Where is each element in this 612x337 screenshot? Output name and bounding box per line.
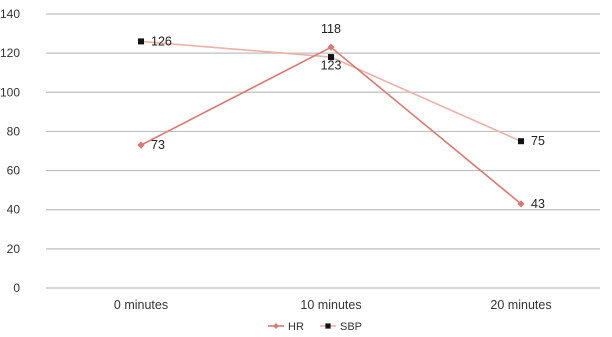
y-tick-label: 100	[0, 85, 20, 99]
point-hr	[137, 141, 145, 149]
x-category-label: 10 minutes	[300, 298, 361, 312]
data-label-hr: 43	[531, 197, 545, 211]
legend-swatch-marker	[325, 323, 331, 329]
point-sbp	[328, 54, 334, 61]
y-tick-label: 120	[0, 46, 20, 60]
x-category-label: 20 minutes	[490, 298, 551, 312]
data-label-sbp: 118	[321, 22, 341, 36]
legend-swatch-marker	[273, 323, 279, 329]
y-axis-ticks: 0 20 40 60 80 100 120 140	[0, 7, 20, 295]
y-tick-label: 20	[7, 242, 21, 256]
y-tick-label: 140	[0, 7, 20, 21]
y-tick-label: 80	[7, 124, 21, 138]
x-category-label: 0 minutes	[114, 298, 168, 312]
legend-label: HR	[288, 321, 304, 333]
data-labels: 73 123 43 126 118 75	[151, 22, 545, 211]
y-tick-label: 40	[7, 203, 21, 217]
point-hr	[517, 200, 525, 208]
y-tick-label: 0	[13, 281, 20, 295]
point-sbp	[138, 38, 144, 45]
x-axis-categories: 0 minutes 10 minutes 20 minutes	[114, 298, 552, 312]
legend-item-hr: HR	[268, 321, 304, 333]
legend: HR SBP	[268, 321, 362, 333]
point-hr	[327, 43, 335, 51]
data-label-sbp: 75	[531, 134, 545, 148]
data-label-hr: 123	[321, 58, 342, 72]
series-markers	[137, 38, 525, 208]
gridlines	[46, 13, 600, 289]
legend-label: SBP	[340, 321, 362, 333]
point-sbp	[518, 138, 524, 145]
data-label-sbp: 126	[151, 34, 172, 48]
data-label-hr: 73	[151, 138, 165, 152]
y-tick-label: 60	[7, 164, 21, 178]
legend-item-sbp: SBP	[320, 321, 362, 333]
